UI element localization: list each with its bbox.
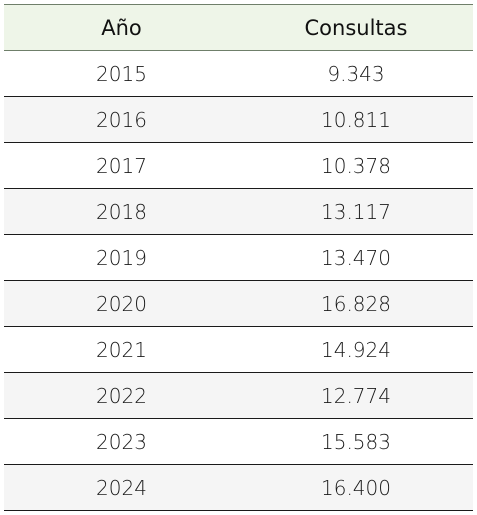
- table-row: 2022 12.774: [4, 372, 473, 419]
- cell-consultas: 10.811: [239, 96, 473, 143]
- table-row: 2016 10.811: [4, 96, 473, 143]
- cell-year: 2019: [4, 234, 239, 281]
- cell-consultas: 14.924: [239, 326, 473, 373]
- table-row: 2015 9.343: [4, 50, 473, 97]
- cell-consultas: 15.583: [239, 418, 473, 465]
- cell-consultas: 10.378: [239, 142, 473, 189]
- cell-year: 2024: [4, 464, 239, 511]
- table-body: 2015 9.343 2016 10.811 2017 10.378 2018 …: [4, 50, 473, 511]
- cell-year: 2021: [4, 326, 239, 373]
- table-row: 2018 13.117: [4, 188, 473, 235]
- consultas-table: Año Consultas 2015 9.343 2016 10.811 201…: [4, 4, 473, 511]
- cell-year: 2023: [4, 418, 239, 465]
- cell-year: 2017: [4, 142, 239, 189]
- table-row: 2020 16.828: [4, 280, 473, 327]
- column-header-consultas: Consultas: [239, 4, 473, 51]
- cell-year: 2022: [4, 372, 239, 419]
- table-row: 2019 13.470: [4, 234, 473, 281]
- cell-year: 2015: [4, 50, 239, 97]
- table-header: Año Consultas: [4, 4, 473, 51]
- cell-year: 2016: [4, 96, 239, 143]
- header-row: Año Consultas: [4, 4, 473, 51]
- table-row: 2023 15.583: [4, 418, 473, 465]
- cell-consultas: 9.343: [239, 50, 473, 97]
- cell-consultas: 16.400: [239, 464, 473, 511]
- column-header-year: Año: [4, 4, 239, 51]
- cell-consultas: 12.774: [239, 372, 473, 419]
- cell-consultas: 13.117: [239, 188, 473, 235]
- table-row: 2021 14.924: [4, 326, 473, 373]
- cell-year: 2018: [4, 188, 239, 235]
- cell-consultas: 16.828: [239, 280, 473, 327]
- cell-consultas: 13.470: [239, 234, 473, 281]
- consultas-table-container: Año Consultas 2015 9.343 2016 10.811 201…: [4, 4, 473, 511]
- table-row: 2017 10.378: [4, 142, 473, 189]
- table-row: 2024 16.400: [4, 464, 473, 511]
- cell-year: 2020: [4, 280, 239, 327]
